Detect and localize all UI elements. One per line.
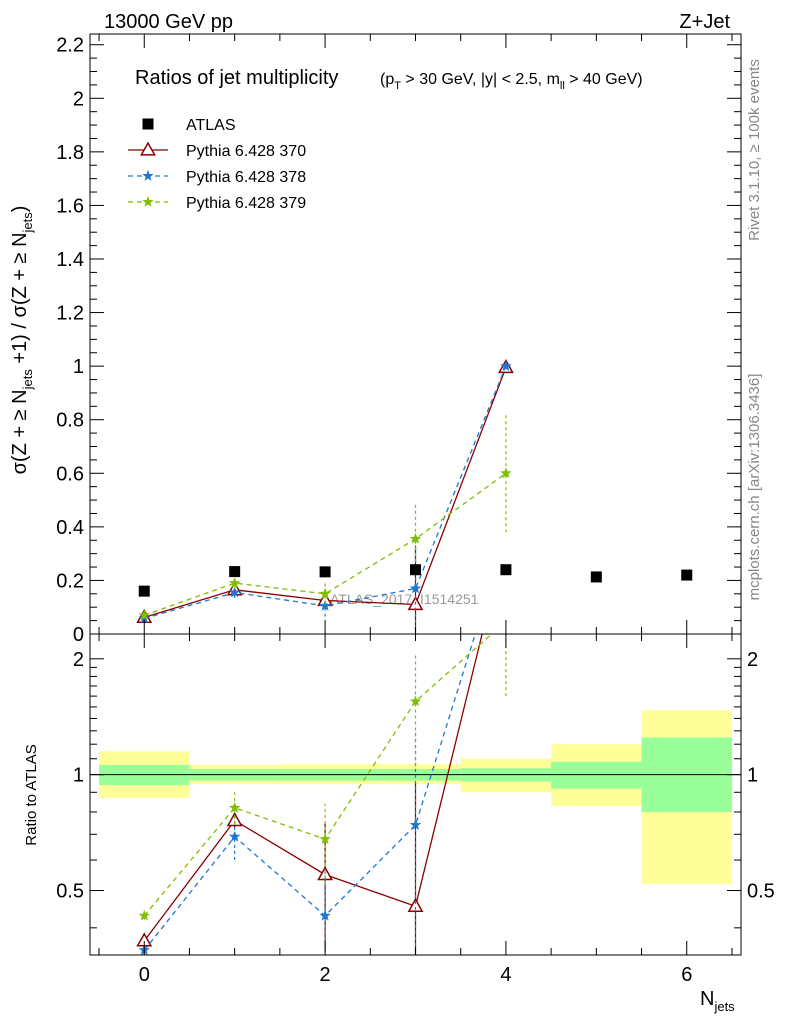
atlas-point-2 — [319, 566, 331, 578]
upper-ytick-label-8: 1.6 — [56, 195, 84, 217]
legend-marker-atlas — [142, 118, 154, 130]
lower-marker-0-3 — [407, 897, 424, 912]
lower-ytick-label-r-1: 1 — [747, 765, 758, 787]
legend-label-3: Pythia 6.428 379 — [186, 195, 306, 212]
upper-ytick-label-1: 0.2 — [56, 570, 84, 592]
header-left: 13000 GeV pp — [104, 11, 233, 33]
lower-marker-1-2 — [319, 909, 331, 921]
upper-ytick-label-6: 1.2 — [56, 303, 84, 325]
upper-ylabel: σ(Z + ≥ Njets +1) / σ(Z + ≥ Njets) — [9, 206, 35, 475]
upper-marker-2-4 — [500, 360, 512, 371]
atlas-point-4 — [500, 564, 512, 576]
lower-panel-axes: 0.5 0.5 1 1 2 2 0 2 4 6 — [56, 633, 775, 986]
upper-ytick-label-3: 0.6 — [56, 463, 84, 485]
upper-line-3 — [144, 472, 507, 616]
lower-ytick-label-0: 0.5 — [56, 881, 84, 903]
upper-marker-3-1 — [229, 577, 241, 588]
lower-marker-0-1 — [226, 812, 243, 827]
upper-panel-series — [136, 358, 693, 634]
lower-ytick-label-2: 2 — [73, 649, 84, 671]
upper-ytick-label-9: 1.8 — [56, 142, 84, 164]
legend-marker-1 — [140, 141, 156, 156]
xtick-label-2: 4 — [500, 964, 511, 986]
lower-ytick-label-r-0: 0.5 — [747, 881, 775, 903]
atlas-point-0 — [138, 585, 150, 597]
atlas-point-6 — [681, 569, 693, 581]
upper-ytick-label-7: 1.4 — [56, 249, 84, 271]
upper-ytick-label-10: 2 — [73, 88, 84, 110]
lower-ytick-label-1: 1 — [73, 765, 84, 787]
xtick-label-0: 0 — [139, 964, 150, 986]
xtick-label-1: 2 — [320, 964, 331, 986]
lower-marker-1-3 — [409, 819, 422, 830]
lower-marker-2-3 — [409, 695, 422, 707]
plot-title-cuts: (pT > 30 GeV, |y| < 2.5, mll > 40 GeV) — [380, 71, 643, 92]
upper-ytick-label-4: 0.8 — [56, 410, 84, 432]
xtick-label-3: 6 — [681, 964, 692, 986]
upper-ytick-label-5: 1 — [73, 356, 84, 378]
header-right: Z+Jet — [679, 11, 730, 33]
lower-ylabel: Ratio to ATLAS — [23, 744, 40, 845]
lower-marker-2-1 — [229, 801, 241, 813]
legend-label-0: ATLAS — [186, 117, 236, 134]
lower-panel-series — [136, 634, 507, 955]
rivet-label: Rivet 3.1.10, ≥ 100k events — [746, 59, 763, 241]
plot-title: Ratios of jet multiplicity — [135, 67, 338, 89]
upper-marker-2-1 — [229, 586, 241, 598]
upper-marker-3-2 — [319, 587, 331, 599]
upper-line-1 — [144, 367, 507, 619]
lower-marker-1-1 — [229, 830, 241, 842]
atlas-point-3 — [410, 564, 421, 576]
lower-marker-2-0 — [138, 909, 150, 921]
upper-marker-2-2 — [319, 599, 331, 611]
upper-marker-3-3 — [409, 532, 422, 544]
lower-ytick-label-r-2: 2 — [747, 649, 758, 671]
legend-label-1: Pythia 6.428 370 — [186, 143, 306, 160]
band-inner-5 — [551, 761, 642, 789]
upper-line-2 — [144, 365, 507, 620]
legend-label-2: Pythia 6.428 378 — [186, 169, 306, 186]
legend-marker-3 — [142, 196, 154, 207]
xlabel: Njets — [700, 988, 735, 1014]
svg-text:σ(Z + ≥ Njets +1) / σ(Z + ≥ Nj: σ(Z + ≥ Njets +1) / σ(Z + ≥ Njets) — [9, 206, 35, 475]
lower-marker-2-2 — [319, 833, 331, 844]
legend-marker-2 — [142, 170, 154, 181]
legend: ATLAS Pythia 6.428 370 Pythia 6.428 378 Pyt… — [128, 117, 306, 212]
upper-ytick-label-11: 2.2 — [56, 35, 84, 57]
plot-title-main: Ratios of jet multiplicity — [135, 67, 338, 89]
atlas-point-1 — [229, 566, 241, 578]
mcplots-label: mcplots.cern.ch [arXiv:1306.3436] — [746, 374, 763, 601]
upper-ytick-label-0: 0 — [73, 624, 84, 646]
upper-ytick-label-2: 0.4 — [56, 517, 84, 539]
lower-panel-bands — [90, 710, 741, 884]
upper-marker-2-3 — [409, 582, 422, 594]
upper-panel-axes: 0 0.2 0.4 0.6 0.8 1 1.2 1.4 1.6 1.8 2 2.2 — [56, 33, 742, 646]
upper-marker-3-4 — [500, 467, 512, 479]
upper-marker-3-0 — [138, 609, 150, 621]
atlas-point-5 — [590, 571, 602, 583]
